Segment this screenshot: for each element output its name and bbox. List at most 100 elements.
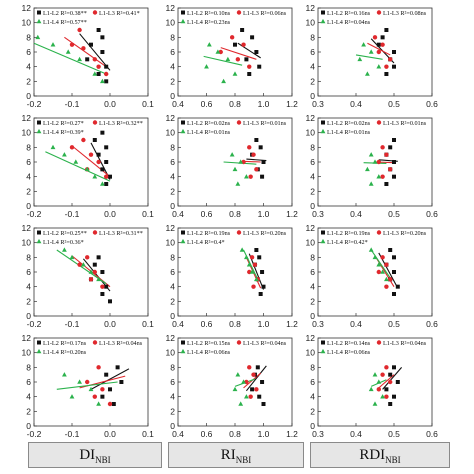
x-tick-label: 0.4: [172, 429, 184, 439]
data-point-l1-l3: [96, 64, 101, 69]
y-tick-label: 4: [310, 62, 315, 72]
data-point-l1-l2: [108, 387, 112, 392]
y-tick-label: 12: [166, 113, 176, 123]
y-tick-label: 4: [26, 172, 31, 182]
data-point-l1-l4: [96, 401, 101, 406]
plot-frame: [33, 227, 149, 317]
data-point-l1-l2: [392, 50, 396, 54]
y-tick-label: 6: [310, 157, 315, 167]
plot-frame: [33, 337, 149, 427]
data-point-l1-l2: [240, 28, 245, 32]
y-tick-label: 4: [310, 172, 315, 182]
data-point-l1-l2: [244, 57, 249, 62]
data-point-l1-l3: [96, 159, 101, 165]
data-point-l1-l4: [376, 174, 382, 179]
fit-line-l1-l4: [370, 249, 391, 279]
y-tick-label: 10: [22, 128, 32, 138]
data-point-l1-l3: [380, 255, 385, 260]
legend-marker-l1-l2: [37, 340, 41, 345]
y-tick-label: 8: [170, 32, 175, 42]
data-point-l1-l3: [96, 365, 101, 370]
y-tick-label: 0: [26, 91, 31, 101]
y-tick-label: 4: [170, 282, 175, 292]
y-tick-label: 0: [26, 421, 31, 431]
legend-marker-l1-l2: [181, 340, 185, 345]
data-point-l1-l3: [248, 394, 253, 399]
data-point-l1-l2: [392, 255, 396, 260]
x-tick-label: 0.6: [201, 319, 213, 329]
data-point-l1-l2: [260, 174, 265, 179]
y-tick-label: 0: [26, 201, 31, 211]
y-tick-label: 6: [26, 157, 31, 167]
x-tick-label: 0.4: [350, 319, 362, 329]
data-point-l1-l2: [233, 42, 237, 47]
legend-marker-l1-l3: [236, 10, 242, 15]
x-tick-label: 0.3: [312, 99, 324, 109]
legend-marker-l1-l3: [92, 340, 98, 345]
y-tick-label: 10: [166, 18, 176, 28]
data-point-l1-l2: [250, 35, 255, 40]
y-tick-label: 0: [310, 91, 315, 101]
data-point-l1-l2: [257, 394, 262, 399]
x-label-rdi-main: RDI: [359, 447, 386, 463]
data-point-l1-l2: [96, 72, 101, 76]
x-tick-label: -0.1: [65, 99, 80, 109]
y-tick-label: 10: [306, 18, 316, 28]
y-tick-label: 10: [22, 18, 32, 28]
data-point-l1-l2: [96, 28, 101, 32]
data-point-l1-l4: [50, 42, 56, 47]
x-tick-label: -0.2: [27, 209, 42, 219]
legend-label-l1-l2: L1-L2 R²=0.19ns: [327, 230, 371, 237]
legend-label-l1-l3: L1-L3 R²=0.32**: [99, 120, 143, 127]
data-point-l1-l3: [376, 269, 381, 275]
data-point-l1-l3: [252, 262, 258, 267]
data-point-l1-l2: [100, 394, 105, 399]
y-tick-label: 6: [170, 157, 175, 167]
y-tick-label: 4: [310, 282, 315, 292]
fit-line-l1-l3: [71, 145, 111, 178]
fit-line-l1-l3: [367, 42, 391, 56]
x-tick-label: 0.0: [104, 209, 116, 219]
data-point-l1-l3: [104, 71, 109, 77]
x-label-di-sub: NBI: [95, 455, 111, 465]
data-point-l1-l3: [69, 145, 75, 150]
y-tick-label: 10: [166, 128, 176, 138]
data-point-l1-l3: [254, 387, 259, 392]
plot-frame: [317, 7, 433, 97]
data-point-l1-l4: [365, 166, 370, 172]
y-tick-label: 0: [170, 201, 175, 211]
legend-marker-l1-l4: [320, 238, 326, 244]
x-tick-label: 1.2: [286, 429, 298, 439]
data-point-l1-l4: [235, 181, 241, 186]
plot-frame: [177, 227, 293, 317]
x-tick-label: 0.6: [201, 209, 213, 219]
panel-r0-c2: 0 2 4 6 8 10 12 0.3 0.4 0.5 0.6 L1-L2 R²=0.16ns L1-L…: [306, 3, 439, 109]
data-point-l1-l4: [65, 49, 71, 54]
data-point-l1-l4: [81, 262, 86, 267]
x-tick-label: 0.3: [312, 429, 324, 439]
data-point-l1-l3: [249, 255, 255, 260]
y-tick-label: 12: [306, 113, 316, 123]
data-point-l1-l2: [104, 64, 109, 69]
legend-label-l1-l3: L1-L3 R²=0.01ns: [383, 120, 427, 127]
data-point-l1-l3: [384, 152, 389, 157]
y-tick-label: 2: [310, 406, 315, 416]
data-point-l1-l4: [69, 254, 75, 260]
data-point-l1-l2: [92, 138, 97, 142]
x-tick-label: -0.2: [27, 429, 42, 439]
data-point-l1-l4: [77, 56, 82, 62]
data-point-l1-l3: [380, 42, 385, 47]
legend-marker-l1-l2: [181, 10, 185, 15]
data-point-l1-l3: [376, 159, 381, 165]
legend-label-l1-l2: L1-L2 R²=0.16ns: [327, 10, 371, 17]
x-tick-label: -0.2: [27, 319, 42, 329]
data-point-l1-l4: [96, 276, 101, 282]
data-point-l1-l2: [119, 380, 124, 384]
y-tick-label: 6: [26, 47, 31, 57]
legend-marker-l1-l3: [92, 230, 98, 235]
data-point-l1-l2: [384, 28, 389, 32]
data-point-l1-l4: [84, 166, 90, 172]
data-point-l1-l2: [250, 387, 255, 392]
data-point-l1-l2: [115, 365, 120, 370]
x-tick-label: 0.8: [229, 429, 241, 439]
